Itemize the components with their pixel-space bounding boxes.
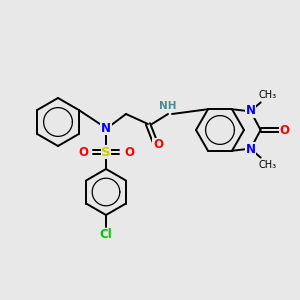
Text: N: N	[246, 143, 256, 156]
Text: CH₃: CH₃	[259, 90, 277, 100]
Text: Cl: Cl	[100, 229, 112, 242]
Text: O: O	[280, 124, 290, 136]
Text: S: S	[101, 146, 111, 158]
Text: N: N	[101, 122, 111, 134]
Text: N: N	[246, 104, 256, 117]
Text: O: O	[78, 146, 88, 158]
Text: O: O	[153, 139, 163, 152]
Text: O: O	[124, 146, 134, 158]
Text: NH: NH	[159, 101, 177, 111]
Text: CH₃: CH₃	[259, 160, 277, 170]
